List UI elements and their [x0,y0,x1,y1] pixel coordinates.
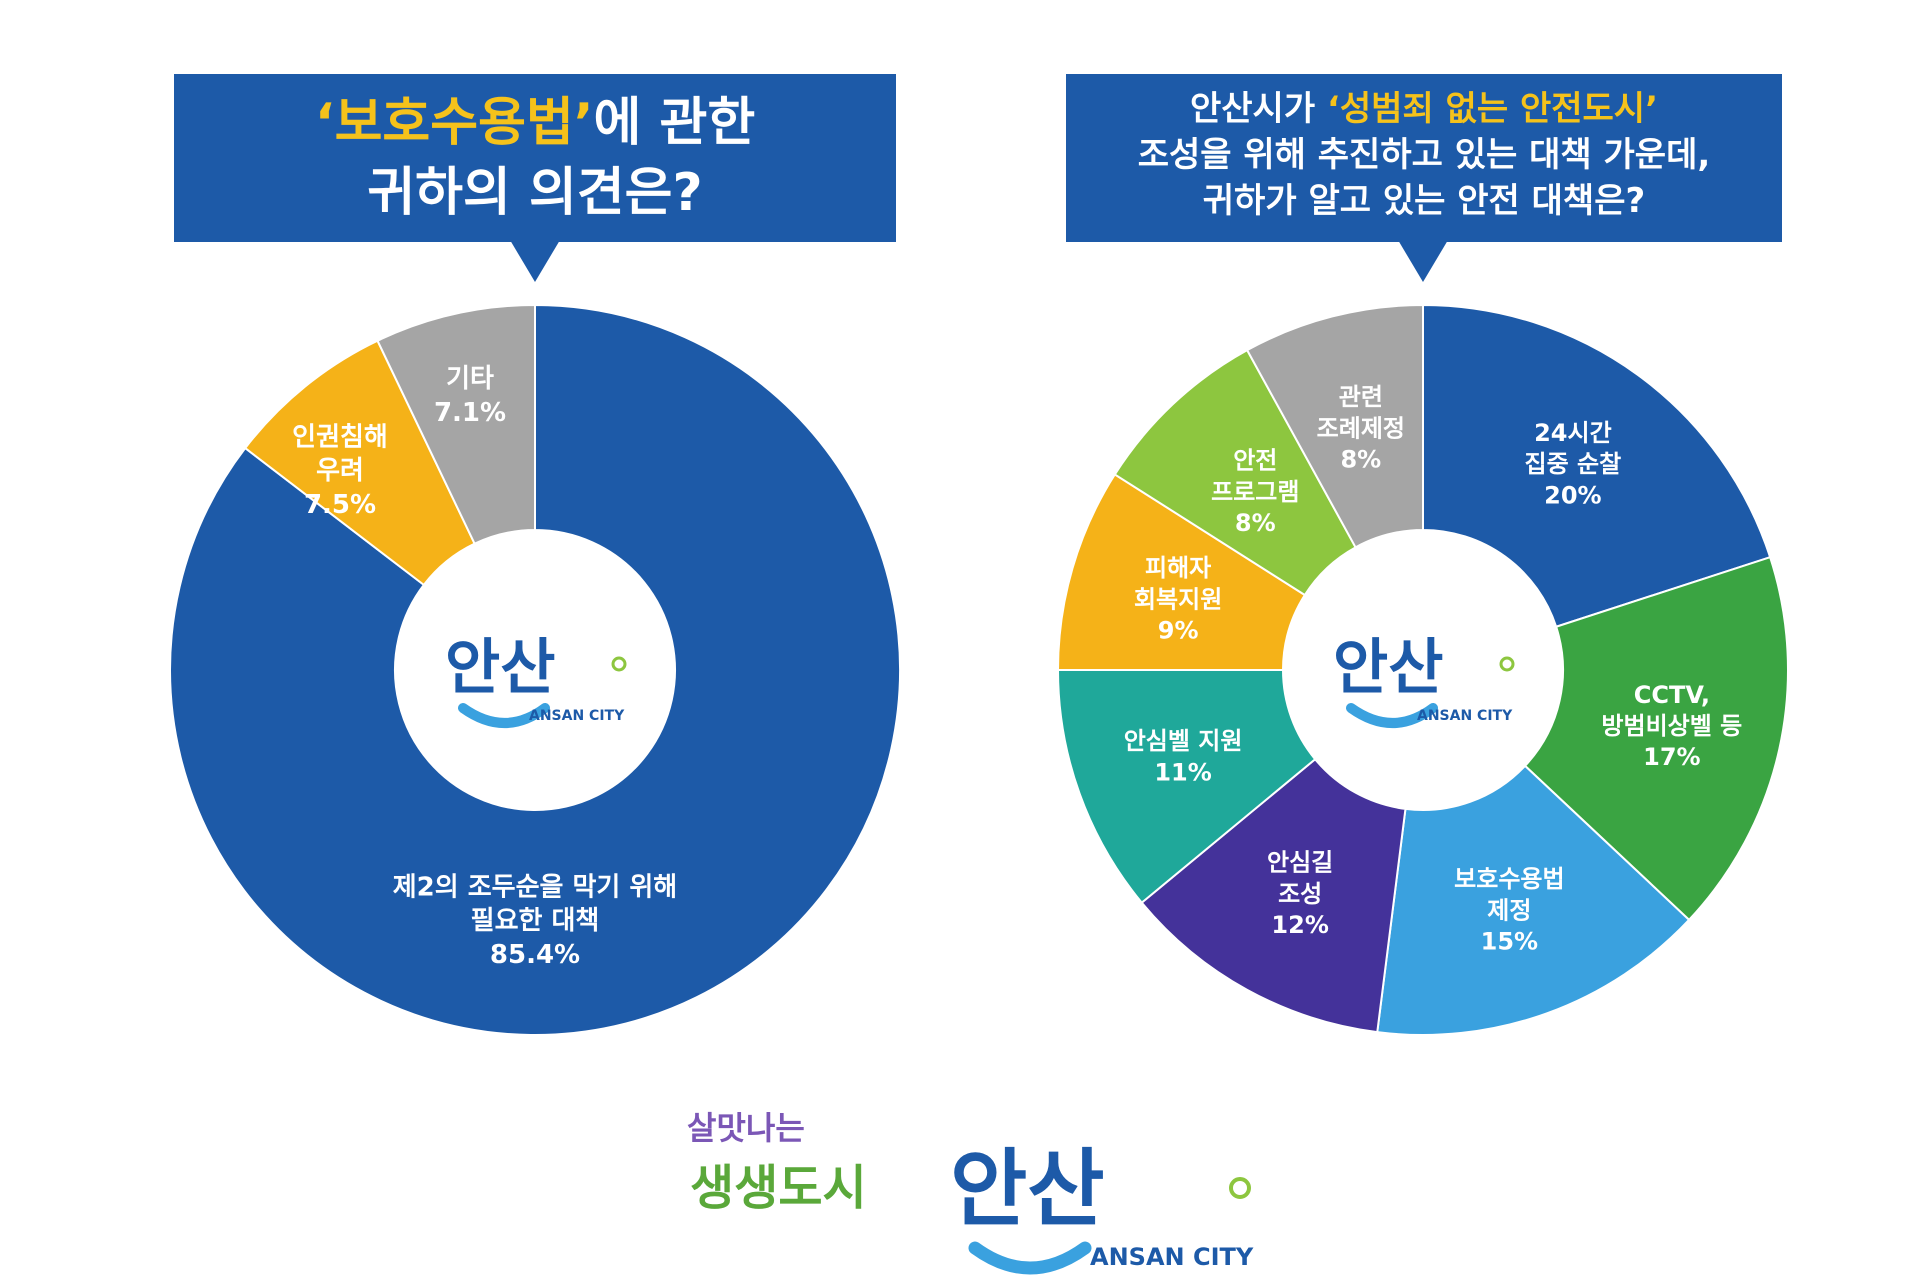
q2-line3: 귀하가 알고 있는 안전 대책은? [1202,181,1646,221]
ansan-logo-left: 안산 ANSAN CITY [445,633,627,728]
sparkle-icon [1499,656,1515,672]
pie1-slice-2 [376,303,536,546]
slice-label: 방범비상벨 등 [1601,712,1742,740]
q1-highlight: ‘보호수용법’ [314,93,594,153]
smile-icon [458,703,550,728]
logo-text: 안산 [445,633,555,703]
bubble-tail-left [510,240,560,282]
slice-label: 필요한 대책 [471,906,600,936]
footer-logo-text: 안산 [950,1140,1105,1238]
slice-label: 안전 [1233,447,1277,475]
question-bubble-right: 안산시가 ‘성범죄 없는 안전도시’ 조성을 위해 추진하고 있는 대책 가운데… [1066,74,1782,242]
pie1-slice-0 [169,303,901,1036]
pie2-slice-3 [1140,757,1407,1034]
footer-sparkle-icon [1229,1177,1251,1199]
q1-line2: 귀하의 의견은? [367,163,703,223]
slice-label: 기타 [446,364,494,394]
ansan-logo-right: 안산 ANSAN CITY [1333,633,1515,728]
footer-smile-icon [968,1241,1092,1275]
pie2-slice-2 [1376,764,1691,1036]
pie1-label-2: 기타 7.1% [434,364,506,428]
slice-value: 20% [1544,481,1601,509]
slice-label: 관련 [1339,383,1383,411]
slice-label: 피해자 [1145,554,1211,582]
slice-value: 11% [1154,758,1211,786]
smile-icon [1346,703,1438,728]
slice-value: 12% [1271,911,1328,939]
slice-value: 17% [1643,743,1700,771]
slice-value: 85.4% [490,940,580,970]
slice-label: 회복지원 [1134,585,1222,613]
slice-value: 9% [1158,616,1199,644]
slice-label: 제2의 조두순을 막기 위해 [393,872,677,902]
slice-label: 우려 [316,456,364,486]
pie2-label-4: 안심벨 지원 11% [1124,727,1243,786]
slice-value: 7.1% [434,398,506,428]
slice-label: 인권침해 [292,422,388,452]
slice-label: 집중 순찰 [1525,450,1622,478]
question-bubble-left: ‘보호수용법’에 관한 귀하의 의견은? [174,74,896,242]
q1-line1: 에 관한 [593,93,756,153]
logo-sub: ANSAN CITY [1417,708,1513,724]
footer-slogan-bottom: 생생도시 [690,1160,867,1216]
slice-label: 프로그램 [1211,478,1299,506]
logo-text: 안산 [1333,633,1443,703]
slice-value: 8% [1340,445,1381,473]
q2-line1: 안산시가 [1190,89,1327,129]
pie2-label-1: CCTV, 방범비상벨 등 17% [1601,681,1742,771]
slice-label: 24시간 [1534,419,1612,447]
slice-label: 제정 [1487,896,1531,924]
slice-label: 조성 [1278,880,1322,908]
slice-label: 보호수용법 [1454,865,1564,893]
pie2-slice-4 [1056,669,1317,905]
slice-label: 조례제정 [1317,414,1405,442]
sparkle-icon [611,656,627,672]
q2-line2: 조성을 위해 추진하고 있는 대책 가운데, [1137,135,1711,175]
footer-logo-sub: ANSAN CITY [1090,1243,1254,1271]
pie1-center [396,531,674,809]
pie2-slice-0 [1422,303,1772,628]
slice-label: 안심길 [1267,849,1333,877]
slice-label: CCTV, [1634,681,1710,709]
pie2-slice-1 [1523,555,1789,922]
pie2-center [1284,531,1562,809]
bubble-tail-right [1398,240,1448,282]
slice-value: 7.5% [304,490,376,520]
slice-value: 15% [1481,928,1538,956]
slice-value: 8% [1235,509,1276,537]
slice-label: 안심벨 지원 [1124,727,1243,755]
pie2-slice-7 [1245,303,1424,549]
q2-highlight: ‘성범죄 없는 안전도시’ [1326,89,1658,129]
footer-slogan-top: 살맛나는 [687,1109,805,1147]
footer-ansan-logo: 안산 ANSAN CITY [950,1140,1254,1275]
logo-sub: ANSAN CITY [529,708,625,724]
